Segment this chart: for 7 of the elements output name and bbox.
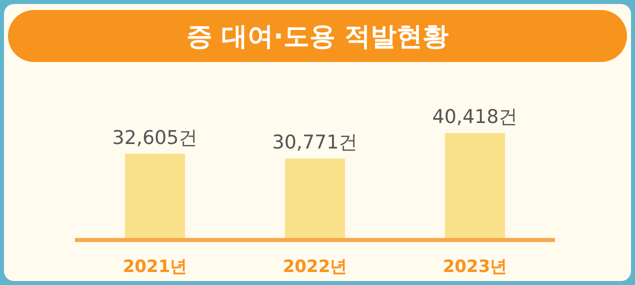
value-label: 32,605건 bbox=[112, 126, 198, 149]
x-tick-label: 2023년 bbox=[442, 257, 508, 277]
value-label: 40,418건 bbox=[432, 106, 518, 128]
value-label: 30,771건 bbox=[272, 132, 358, 154]
x-tick-label: 2021년 bbox=[122, 257, 188, 277]
x-tick-label: 2022년 bbox=[282, 257, 348, 277]
title: 증 대여·도용 적발현황 bbox=[186, 22, 448, 52]
